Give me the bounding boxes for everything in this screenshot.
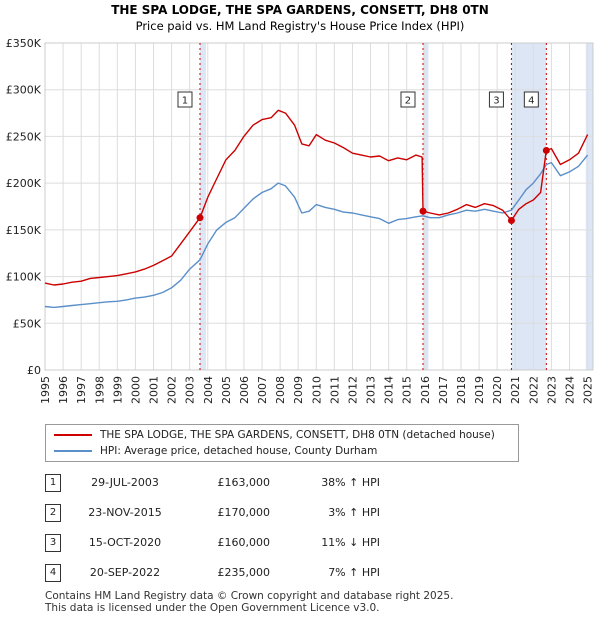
footer: Contains HM Land Registry data © Crown c… bbox=[45, 590, 453, 614]
y-tick-label: £350K bbox=[6, 37, 42, 50]
footer-license: This data is licensed under the Open Gov… bbox=[45, 602, 380, 614]
sale-number-badge: 2 bbox=[45, 504, 61, 522]
sale-point bbox=[196, 214, 204, 222]
x-tick-label: 1998 bbox=[93, 376, 106, 404]
x-tick-label: 2018 bbox=[455, 376, 468, 404]
legend-swatch-property bbox=[54, 434, 92, 436]
x-tick-label: 2022 bbox=[527, 376, 540, 404]
chart-title: THE SPA LODGE, THE SPA GARDENS, CONSETT,… bbox=[111, 3, 489, 17]
sale-label-box bbox=[400, 91, 416, 108]
x-tick-label: 2004 bbox=[202, 376, 215, 404]
sale-number-badge: 3 bbox=[45, 534, 61, 552]
x-tick-label: 2008 bbox=[274, 376, 287, 404]
sale-row: 4 20-SEP-2022 £235,000 7% ↑ HPI bbox=[45, 564, 405, 582]
sale-price: £160,000 bbox=[217, 536, 271, 549]
x-tick-label: 2011 bbox=[328, 376, 341, 404]
plot-frame bbox=[44, 42, 594, 371]
x-tick-label: 2005 bbox=[220, 376, 233, 404]
sale-price: £170,000 bbox=[217, 506, 271, 519]
legend-label-property: THE SPA LODGE, THE SPA GARDENS, CONSETT,… bbox=[100, 429, 495, 441]
x-tick-label: 2016 bbox=[419, 376, 432, 404]
x-tick-label: 2001 bbox=[148, 376, 161, 404]
x-tick-label: 1997 bbox=[75, 376, 88, 404]
y-tick-label: £50K bbox=[13, 317, 42, 330]
x-tick-label: 2020 bbox=[491, 376, 504, 404]
sale-number-badge: 1 bbox=[45, 474, 61, 492]
sale-hpi-diff: 38% ↑ HPI bbox=[321, 476, 380, 489]
shaded-span bbox=[585, 43, 593, 370]
plot-area bbox=[45, 43, 593, 370]
y-tick-label: £200K bbox=[6, 177, 42, 190]
sale-date: 29-JUL-2003 bbox=[91, 476, 159, 489]
sale-hpi-diff: 3% ↑ HPI bbox=[328, 506, 380, 519]
sale-price: £163,000 bbox=[217, 476, 271, 489]
x-tick-label: 2014 bbox=[383, 376, 396, 404]
price-chart: THE SPA LODGE, THE SPA GARDENS, CONSETT,… bbox=[6, 3, 595, 404]
sale-label: 1 bbox=[182, 96, 188, 107]
sale-point bbox=[542, 146, 550, 154]
hpi-line bbox=[44, 154, 589, 309]
x-tick-label: 2003 bbox=[184, 376, 197, 404]
x-tick-label: 1995 bbox=[39, 376, 52, 404]
x-tick-label: 1996 bbox=[57, 376, 70, 404]
sale-date: 23-NOV-2015 bbox=[88, 506, 162, 519]
sale-label: 2 bbox=[405, 96, 411, 107]
x-tick-label: 2007 bbox=[256, 376, 269, 404]
x-tick-label: 2006 bbox=[238, 376, 251, 404]
sale-label: 3 bbox=[493, 96, 499, 107]
sale-label-box bbox=[177, 91, 193, 108]
x-tick-label: 2021 bbox=[509, 376, 522, 404]
x-tick-label: 2009 bbox=[292, 376, 305, 404]
shaded-span bbox=[199, 43, 206, 370]
sale-price: £235,000 bbox=[217, 566, 271, 579]
sale-number-badge: 4 bbox=[45, 564, 61, 582]
legend-item-hpi: HPI: Average price, detached house, Coun… bbox=[54, 443, 377, 459]
shaded-span bbox=[422, 43, 429, 370]
legend-item-property: THE SPA LODGE, THE SPA GARDENS, CONSETT,… bbox=[54, 427, 495, 443]
y-tick-label: £300K bbox=[6, 84, 42, 97]
legend: THE SPA LODGE, THE SPA GARDENS, CONSETT,… bbox=[45, 424, 519, 462]
sale-date: 20-SEP-2022 bbox=[89, 566, 161, 579]
sale-row: 1 29-JUL-2003 £163,000 38% ↑ HPI bbox=[45, 474, 405, 492]
sale-row: 3 15-OCT-2020 £160,000 11% ↓ HPI bbox=[45, 534, 405, 552]
footer-copyright: Contains HM Land Registry data © Crown c… bbox=[45, 590, 454, 602]
legend-swatch-hpi bbox=[54, 450, 92, 452]
x-tick-label: 2002 bbox=[166, 376, 179, 404]
x-tick-label: 2013 bbox=[365, 376, 378, 404]
x-tick-label: 2024 bbox=[563, 376, 576, 404]
sale-date: 15-OCT-2020 bbox=[88, 536, 162, 549]
x-tick-label: 2012 bbox=[346, 376, 359, 404]
sale-hpi-diff: 11% ↓ HPI bbox=[321, 536, 380, 549]
sale-label-box bbox=[488, 91, 504, 108]
chart-subtitle: Price paid vs. HM Land Registry's House … bbox=[136, 19, 465, 33]
x-tick-label: 1999 bbox=[111, 376, 124, 404]
y-tick-label: £250K bbox=[6, 130, 42, 143]
x-tick-label: 2019 bbox=[473, 376, 486, 404]
sale-label: 4 bbox=[528, 96, 534, 107]
y-tick-label: £100K bbox=[6, 271, 42, 284]
y-tick-label: £150K bbox=[6, 224, 42, 237]
sale-hpi-diff: 7% ↑ HPI bbox=[328, 566, 380, 579]
x-tick-label: 2023 bbox=[545, 376, 558, 404]
x-tick-label: 2015 bbox=[401, 376, 414, 404]
sale-point bbox=[507, 217, 515, 225]
x-tick-label: 2000 bbox=[129, 376, 142, 404]
x-tick-label: 2025 bbox=[582, 376, 595, 404]
sale-point bbox=[419, 207, 427, 215]
property-price-line bbox=[44, 109, 589, 286]
x-tick-label: 2010 bbox=[310, 376, 323, 404]
legend-label-hpi: HPI: Average price, detached house, Coun… bbox=[100, 445, 378, 457]
x-tick-label: 2017 bbox=[437, 376, 450, 404]
sale-row: 2 23-NOV-2015 £170,000 3% ↑ HPI bbox=[45, 504, 405, 522]
y-tick-label: £0 bbox=[27, 364, 41, 377]
sale-label-box bbox=[523, 91, 539, 108]
